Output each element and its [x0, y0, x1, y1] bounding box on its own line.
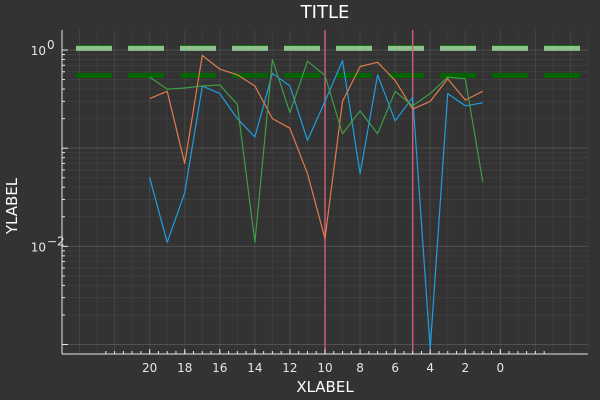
x-axis-label: XLABEL [296, 378, 354, 396]
x-tick-label: 10 [317, 361, 332, 375]
x-tick-label: 6 [391, 361, 399, 375]
y-tick-label: 10 [31, 44, 46, 58]
x-tick-label: 0 [497, 361, 505, 375]
x-tick-label: 12 [282, 361, 297, 375]
vertical-reference-lines [324, 30, 414, 354]
y-tick-label: 10 [31, 240, 46, 254]
series-lines [149, 54, 484, 350]
x-tick-label: 14 [247, 361, 262, 375]
series-line-3 [149, 58, 484, 243]
x-tick-label: 2 [461, 361, 469, 375]
chart-title: TITLE [300, 2, 350, 23]
y-tick-exponent: 0 [47, 38, 55, 52]
y-tick-exponent: −2 [47, 234, 65, 248]
x-ticks: 20 18 16 14 12 10 8 6 4 2 0 [105, 349, 545, 375]
x-tick-label: 8 [356, 361, 364, 375]
x-tick-label: 4 [426, 361, 434, 375]
x-tick-label: 18 [177, 361, 192, 375]
x-tick-label: 16 [212, 361, 227, 375]
y-axis-label: YLABEL [3, 177, 21, 235]
x-tick-label: 20 [142, 361, 157, 375]
series-line-2 [149, 54, 484, 240]
horizontal-reference-lines [62, 45, 588, 79]
series-line-1 [149, 59, 483, 350]
